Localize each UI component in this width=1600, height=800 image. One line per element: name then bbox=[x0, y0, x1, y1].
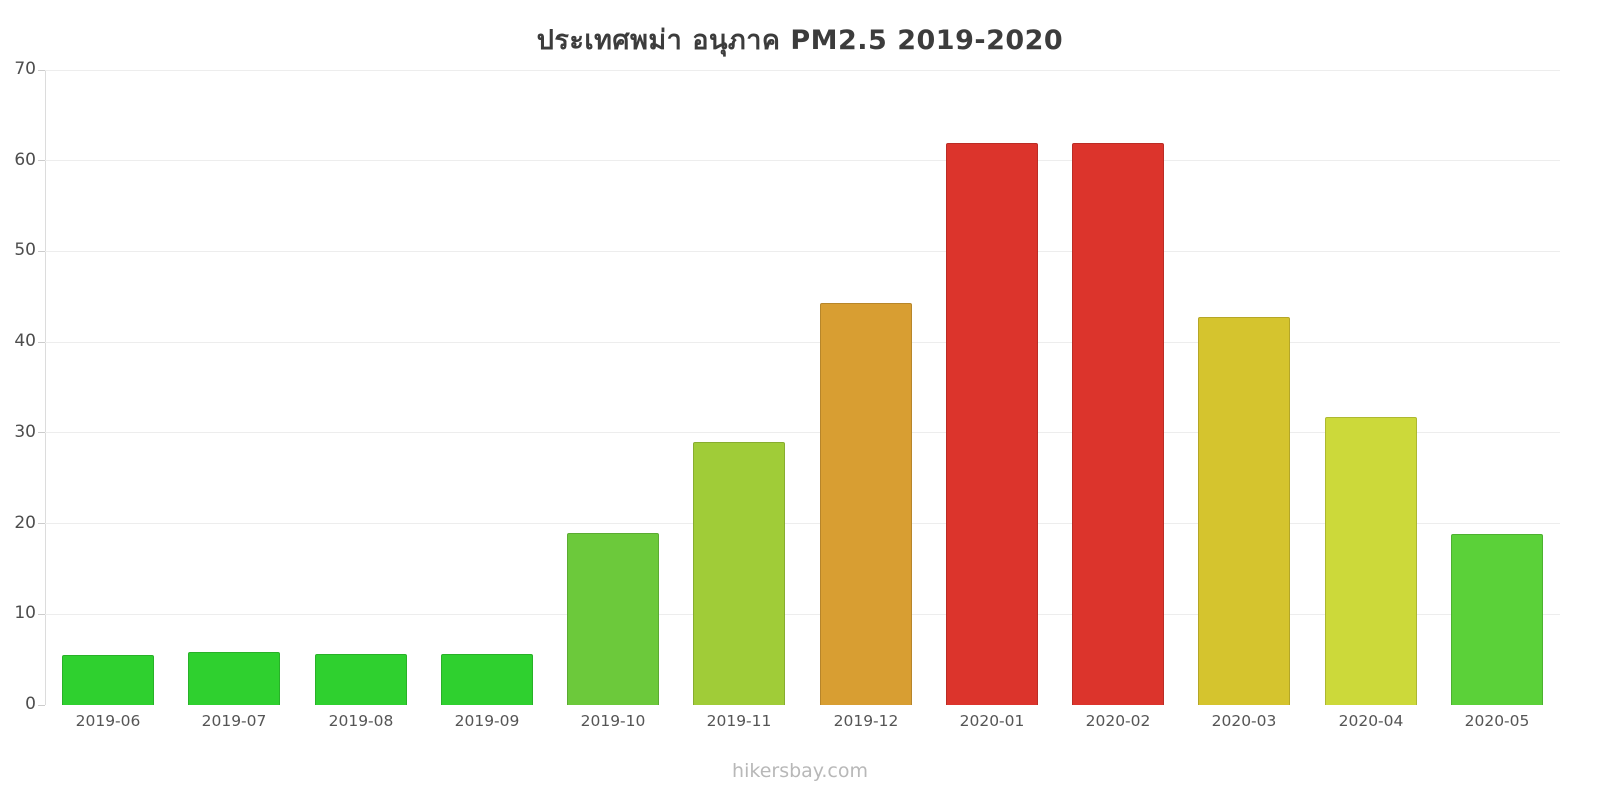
bar-2019-09 bbox=[441, 654, 533, 705]
bar-2019-12 bbox=[820, 303, 912, 705]
bar-2019-08 bbox=[315, 654, 407, 705]
bar-2020-01 bbox=[946, 143, 1038, 705]
bar-2019-07 bbox=[188, 652, 280, 705]
x-axis-label-2020-02: 2020-02 bbox=[1085, 712, 1151, 730]
plot-area bbox=[45, 69, 1560, 705]
footer-watermark: hikersbay.com bbox=[732, 760, 868, 782]
y-tick-0 bbox=[38, 704, 45, 706]
chart-title: ประเทศพม่า อนุภาค PM2.5 2019-2020 bbox=[536, 25, 1064, 56]
bar-2019-11 bbox=[693, 442, 785, 705]
y-tick-30 bbox=[38, 432, 45, 434]
x-axis-label-2019-07: 2019-07 bbox=[201, 712, 267, 730]
x-axis-label-2020-05: 2020-05 bbox=[1464, 712, 1530, 730]
y-axis-tick-label: 40 bbox=[14, 331, 36, 352]
y-axis-tick-label: 60 bbox=[14, 149, 36, 170]
gridline-30 bbox=[45, 432, 1560, 434]
bar-2020-04 bbox=[1325, 417, 1417, 705]
y-axis-tick-label: 30 bbox=[14, 421, 36, 442]
bar-2020-05 bbox=[1451, 534, 1543, 705]
y-axis-tick-label: 70 bbox=[14, 59, 36, 79]
y-axis-line bbox=[45, 70, 46, 705]
gridline-10 bbox=[45, 613, 1560, 615]
y-tick-10 bbox=[38, 613, 45, 615]
bar-2019-06 bbox=[62, 655, 154, 705]
x-axis-label-2020-04: 2020-04 bbox=[1338, 712, 1404, 730]
x-axis-label-2019-12: 2019-12 bbox=[833, 712, 899, 730]
gridline-60 bbox=[45, 160, 1560, 162]
y-tick-60 bbox=[38, 160, 45, 162]
x-axis-label-2020-01: 2020-01 bbox=[959, 712, 1025, 730]
x-axis-label-2019-11: 2019-11 bbox=[706, 712, 772, 730]
y-axis-tick-label: 0 bbox=[25, 694, 36, 714]
y-axis-tick-label: 50 bbox=[14, 240, 36, 261]
x-axis-label-2019-09: 2019-09 bbox=[454, 712, 520, 730]
bar-2020-03 bbox=[1198, 317, 1290, 705]
x-axis-label-2019-10: 2019-10 bbox=[580, 712, 646, 730]
gridline-20 bbox=[45, 523, 1560, 525]
y-axis-tick-label: 10 bbox=[14, 603, 36, 624]
y-tick-40 bbox=[38, 341, 45, 343]
y-tick-70 bbox=[38, 69, 45, 71]
y-axis-tick-label: 20 bbox=[14, 512, 36, 533]
gridline-40 bbox=[45, 341, 1560, 343]
gridline-50 bbox=[45, 250, 1560, 252]
x-axis-label-2020-03: 2020-03 bbox=[1211, 712, 1277, 730]
gridline-70 bbox=[45, 69, 1560, 71]
bar-2019-10 bbox=[567, 533, 659, 705]
bar-2020-02 bbox=[1072, 143, 1164, 705]
y-tick-50 bbox=[38, 250, 45, 252]
y-tick-20 bbox=[38, 523, 45, 525]
x-axis-label-2019-08: 2019-08 bbox=[328, 712, 394, 730]
x-axis-label-2019-06: 2019-06 bbox=[75, 712, 141, 730]
